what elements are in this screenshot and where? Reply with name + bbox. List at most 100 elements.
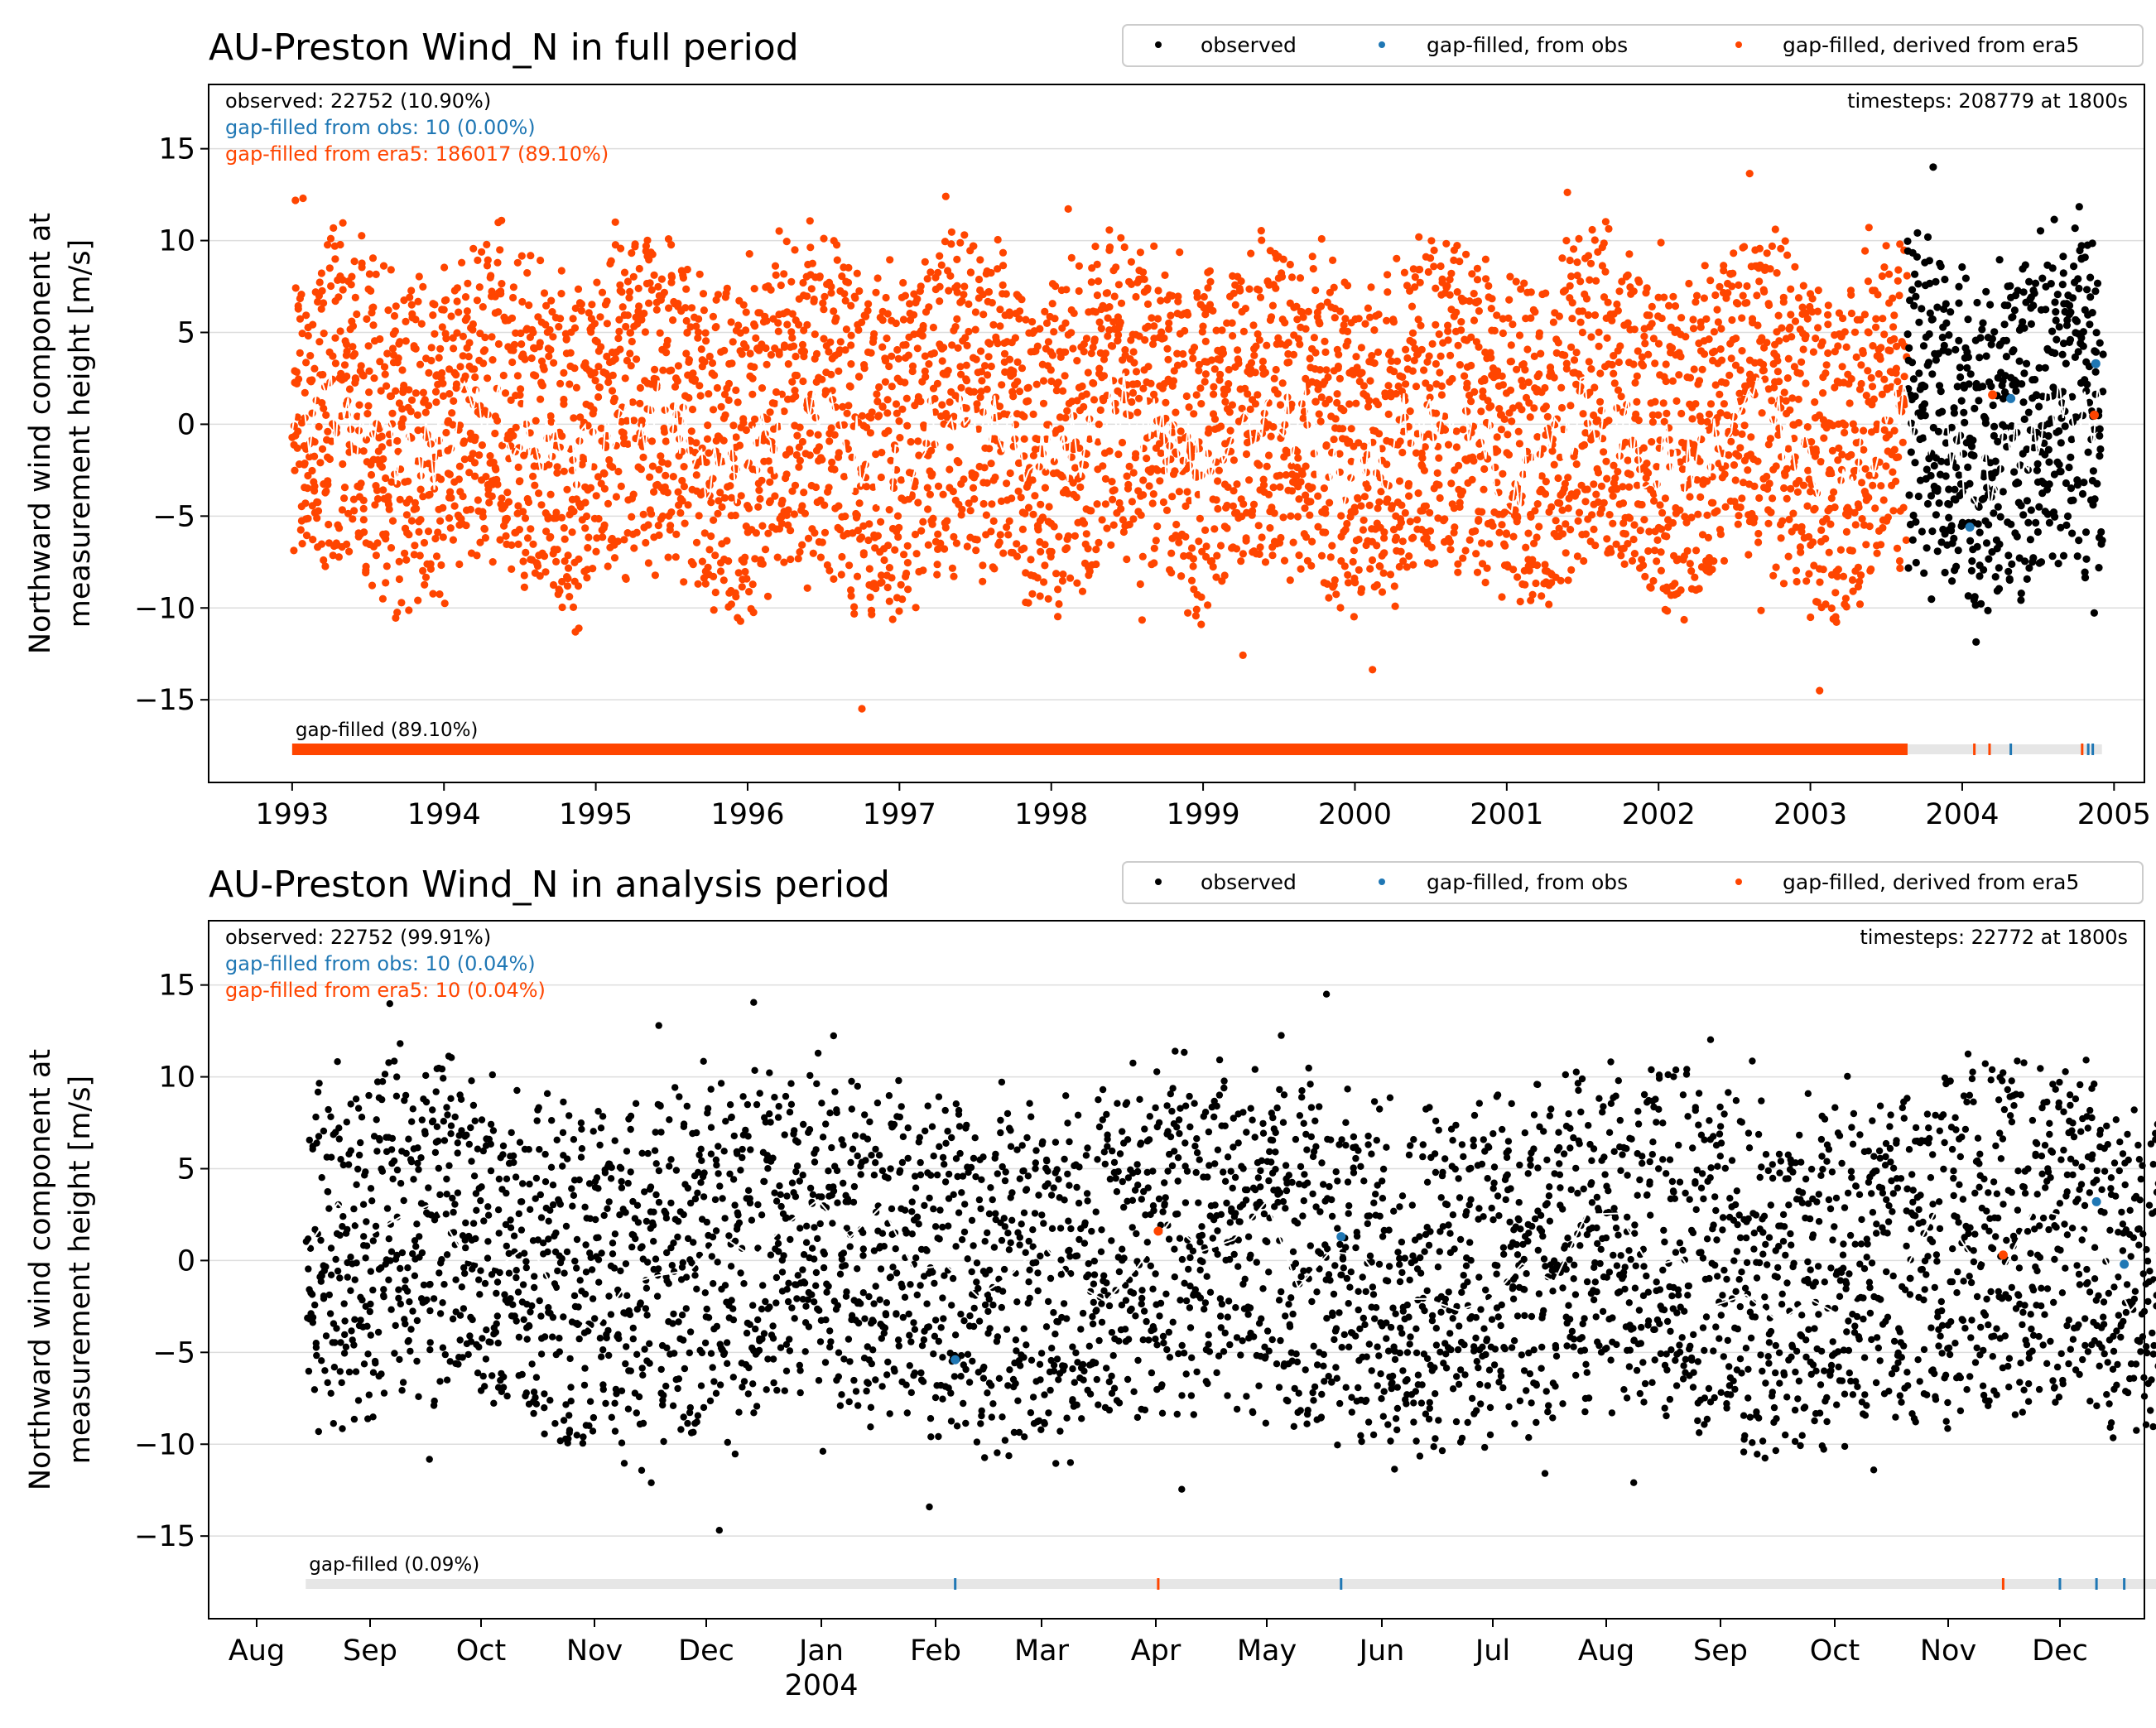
data-point	[745, 504, 753, 513]
data-point	[1210, 415, 1220, 423]
data-point	[763, 316, 771, 325]
data-point	[1877, 482, 1885, 490]
data-point	[1180, 359, 1188, 368]
data-point	[630, 416, 638, 425]
data-point	[296, 315, 305, 323]
data-point	[1668, 377, 1677, 385]
data-point	[310, 364, 319, 373]
data-point	[771, 399, 779, 407]
data-point	[1135, 332, 1143, 340]
data-point	[1013, 540, 1021, 548]
data-point	[943, 413, 951, 421]
data-point	[758, 522, 767, 530]
data-point	[345, 385, 354, 393]
data-point	[878, 343, 887, 351]
data-point	[987, 460, 995, 468]
data-point	[1316, 417, 1325, 426]
data-point	[363, 315, 371, 323]
data-point	[1237, 557, 1245, 566]
data-point	[547, 417, 556, 426]
data-point	[329, 352, 337, 360]
data-point	[682, 285, 691, 293]
data-point	[1903, 330, 1912, 339]
data-point	[1805, 570, 1813, 578]
data-point	[1792, 566, 1801, 575]
data-point	[1743, 282, 1751, 291]
data-point	[885, 506, 893, 514]
data-point	[589, 565, 597, 573]
data-point	[652, 381, 661, 389]
data-point	[913, 344, 922, 353]
data-point	[2004, 301, 2012, 310]
data-point	[1311, 286, 1320, 295]
data-point	[796, 548, 804, 556]
data-point	[295, 375, 303, 383]
data-point	[1045, 503, 1053, 511]
data-point	[1383, 460, 1391, 469]
data-point	[1625, 250, 1634, 258]
data-point	[1721, 503, 1730, 511]
data-point	[431, 301, 439, 309]
data-point	[1908, 286, 1917, 294]
data-point	[1202, 542, 1210, 551]
data-point	[556, 587, 564, 595]
data-point	[2002, 353, 2010, 361]
data-point	[331, 334, 339, 342]
data-point	[880, 556, 888, 565]
data-point	[787, 527, 795, 535]
data-point	[570, 364, 579, 373]
data-point	[1391, 602, 1399, 610]
data-point	[650, 488, 658, 496]
data-point	[396, 495, 404, 504]
data-point	[1724, 289, 1732, 297]
data-point	[721, 411, 729, 419]
data-point	[1957, 397, 1966, 405]
data-point	[382, 579, 390, 587]
data-point	[990, 565, 999, 573]
data-point	[1398, 501, 1406, 509]
data-point	[1480, 485, 1488, 493]
data-point	[1306, 511, 1314, 519]
data-point	[1364, 304, 1372, 312]
data-point	[775, 350, 783, 359]
data-point	[315, 422, 323, 431]
data-point	[820, 335, 828, 343]
data-point	[808, 259, 817, 267]
data-point	[1212, 326, 1220, 335]
data-point	[405, 495, 414, 503]
data-point	[855, 373, 864, 381]
data-point	[1129, 348, 1138, 356]
data-point	[998, 381, 1006, 389]
data-point	[1167, 549, 1176, 557]
data-point	[962, 361, 970, 369]
data-point	[1042, 468, 1050, 476]
data-point	[1732, 335, 1740, 343]
data-point	[1643, 460, 1651, 468]
data-point	[471, 433, 479, 441]
data-point	[615, 327, 623, 335]
data-point	[438, 323, 446, 331]
data-point	[492, 465, 500, 474]
data-point	[1558, 530, 1567, 538]
data-point	[636, 383, 645, 392]
data-point	[1671, 580, 1679, 588]
data-point	[1824, 310, 1832, 319]
data-point	[884, 542, 893, 550]
data-point	[1293, 447, 1302, 455]
data-point	[1568, 299, 1576, 307]
data-point	[1239, 550, 1247, 558]
data-point	[1069, 344, 1077, 353]
data-point	[630, 544, 638, 552]
data-point	[310, 482, 319, 491]
data-point	[1947, 423, 1956, 431]
data-point	[1644, 469, 1653, 478]
data-point	[705, 390, 713, 398]
data-point	[946, 272, 955, 280]
data-point	[731, 511, 739, 520]
data-point	[479, 359, 488, 368]
data-point	[946, 465, 954, 474]
data-point	[1259, 481, 1268, 489]
data-point	[522, 548, 530, 557]
data-point	[1515, 440, 1523, 448]
data-point	[1256, 293, 1265, 301]
